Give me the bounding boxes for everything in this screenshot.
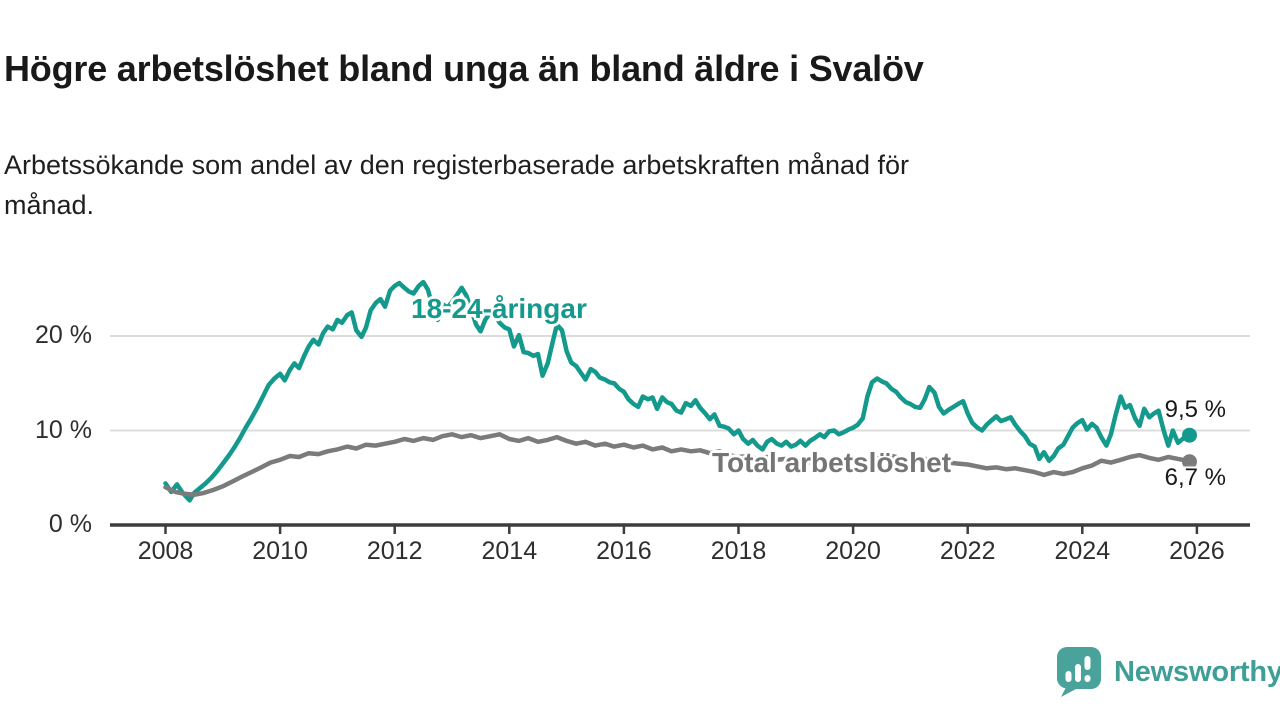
series-line-total	[163, 432, 1192, 498]
series-label-youth: 18-24-åringar	[411, 293, 587, 324]
series-endpoint-total	[1182, 454, 1197, 470]
x-tick-label-2026: 2026	[1169, 537, 1225, 565]
series-endpoint-youth	[1182, 427, 1197, 443]
page-title: Högre arbetslöshet bland unga än bland ä…	[4, 48, 924, 90]
newsworthy-logo-icon	[1057, 647, 1101, 697]
y-tick-label-20: 20 %	[35, 321, 92, 349]
x-tick-label-2022: 2022	[939, 537, 996, 565]
logo-bar-short	[1065, 671, 1072, 682]
x-tick-label-2024: 2024	[1054, 537, 1111, 565]
newsworthy-brand: Newsworthy	[1056, 646, 1280, 698]
end-value-label-youth: 9,5 %	[1164, 396, 1226, 423]
series-label-total: Total arbetslöshet	[712, 447, 952, 478]
x-tick-label-2018: 2018	[710, 537, 767, 565]
chart-subtitle: Arbetssökande som andel av den registerb…	[4, 150, 910, 220]
series-line-youth	[163, 279, 1192, 503]
x-tick-label-2020: 2020	[825, 537, 881, 565]
logo-exclamation-bar	[1084, 656, 1091, 670]
x-tick-label-2010: 2010	[252, 537, 308, 565]
y-tick-label-10: 10 %	[35, 415, 92, 444]
logo-bar-tall	[1075, 664, 1081, 682]
x-tick-label-2008: 2008	[137, 537, 194, 565]
y-tick-label-0: 0 %	[48, 510, 92, 538]
newsworthy-brand-text: Newsworthy	[1114, 655, 1280, 688]
logo-exclamation-dot	[1084, 675, 1091, 682]
x-tick-label-2016: 2016	[596, 537, 652, 565]
x-tick-label-2014: 2014	[481, 537, 538, 565]
end-value-label-total: 6,7 %	[1164, 464, 1226, 491]
x-tick-label-2012: 2012	[366, 537, 423, 565]
